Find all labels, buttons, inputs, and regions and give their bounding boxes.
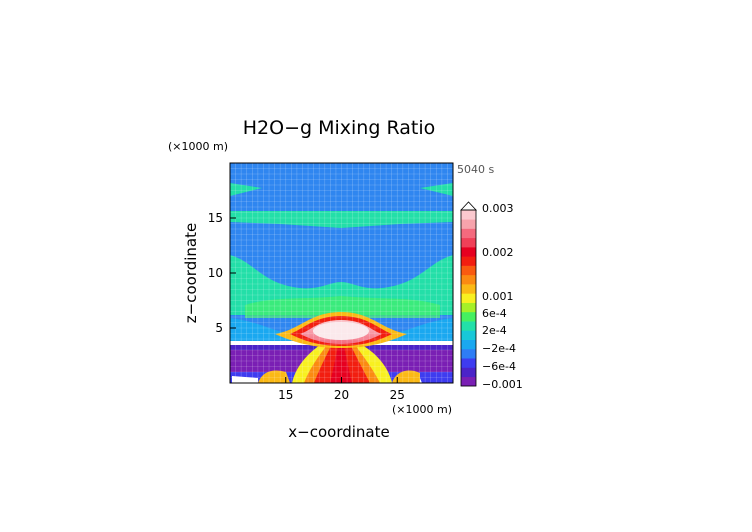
y-tick-label: 10	[208, 266, 223, 280]
colorbar-label: 6e-4	[482, 307, 507, 320]
colorbar-segment	[461, 321, 476, 331]
colorbar-segment	[461, 293, 476, 303]
y-tick-label: 15	[208, 211, 223, 225]
colorbar-segment	[461, 284, 476, 294]
colorbar-segment	[461, 311, 476, 322]
colorbar: 0.003 0.002 0.001 6e-4 2e-4 −2e-4 −6e-4 −0.001	[460, 201, 523, 391]
y-unit-label: (×1000 m)	[168, 140, 228, 153]
colorbar-label: 0.003	[482, 202, 514, 215]
plume-cap-white	[313, 322, 369, 340]
colorbar-segment	[461, 367, 476, 378]
colorbar-label: −6e-4	[482, 360, 516, 373]
colorbar-label: 0.001	[482, 290, 514, 303]
plume-stem-core	[330, 346, 352, 383]
grid	[230, 163, 453, 383]
plot-area	[230, 163, 453, 383]
field-band-15	[230, 211, 453, 228]
field-band-7	[245, 296, 440, 318]
time-label: 5040 s	[457, 163, 494, 176]
x-tick-label: 25	[390, 388, 405, 402]
colorbar-segment	[461, 358, 476, 368]
x-unit-label: (×1000 m)	[392, 403, 452, 416]
surface-warm-patches	[258, 370, 420, 383]
colorbar-segment	[461, 237, 476, 248]
colorbar-segment	[461, 339, 476, 350]
y-axis: 5 10 15	[208, 211, 236, 335]
chart-title: H2O−g Mixing Ratio	[243, 117, 435, 139]
colorbar-label: −2e-4	[482, 342, 516, 355]
x-tick-label: 20	[334, 388, 349, 402]
colorbar-segment	[461, 247, 476, 257]
colorbar-frame	[460, 209, 477, 387]
colorbar-segment	[461, 274, 476, 285]
colorbar-segment	[461, 219, 476, 229]
colorbar-segment	[461, 302, 476, 313]
y-axis-title: z−coordinate	[182, 223, 200, 323]
colorbar-segment	[461, 228, 476, 239]
colorbar-label: 0.002	[482, 246, 514, 259]
colorbar-segment	[461, 256, 476, 266]
colorbar-label: −0.001	[482, 378, 523, 391]
colorbar-label: 2e-4	[482, 324, 507, 337]
x-axis: 15 20 25	[278, 377, 405, 402]
colorbar-segment	[461, 330, 476, 340]
x-axis-title: x−coordinate	[288, 423, 389, 441]
colorbar-segment	[461, 265, 476, 276]
colorbar-segment	[461, 376, 476, 387]
colorbar-segment	[461, 348, 476, 359]
x-tick-label: 15	[278, 388, 293, 402]
colorbar-overflow-triangle	[460, 201, 477, 211]
y-tick-label: 5	[215, 321, 223, 335]
colorbar-segment	[461, 210, 476, 220]
